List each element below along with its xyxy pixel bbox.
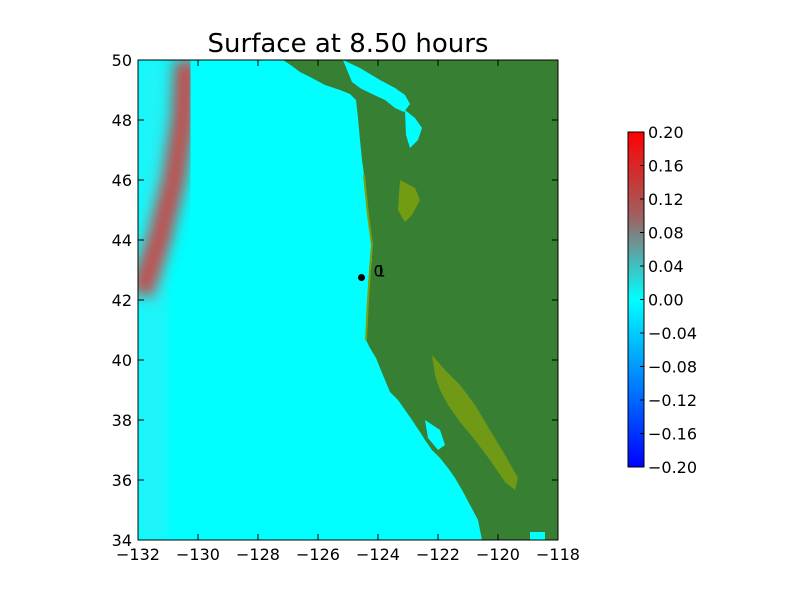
y-tick-label: 42 [112,291,132,310]
gauge-label: 1 [376,262,386,281]
y-tick-label: 34 [112,531,132,550]
x-tick-label: −122 [416,545,460,564]
puget-sound-water [343,60,410,112]
colorbar-tick-label: 0.12 [648,190,684,209]
x-tick-label: −126 [296,545,340,564]
colorbar-ticks: 0.20 0.16 0.12 0.08 0.04 0.00 −0.04 −0.08 −0.12 −… [640,123,697,477]
y-tick-label: 36 [112,471,132,490]
gauge-point [358,274,365,281]
colorbar-tick-label: 0.04 [648,257,684,276]
colorbar-tick-label: 0.20 [648,123,684,142]
colorbar-tick-label: −0.20 [648,458,697,477]
gauge-markers: 01 [358,262,386,281]
colorbar-tick-label: 0.16 [648,157,684,176]
x-tick-label: −118 [536,545,580,564]
y-tick-label: 44 [112,231,132,250]
coast-highlight [363,174,374,341]
colorbar-tick-label: −0.16 [648,425,697,444]
y-axis: 34 36 38 40 42 44 46 48 50 [112,51,558,550]
x-tick-label: −124 [356,545,400,564]
x-axis: −132 −130 −128 −126 −124 −122 −120 −118 [116,60,580,564]
y-tick-label: 46 [112,171,132,190]
x-tick-label: −132 [116,545,160,564]
chart-title: Surface at 8.50 hours [208,29,489,59]
colorbar-tick-label: 0.08 [648,224,684,243]
colorbar-tick-label: −0.12 [648,391,697,410]
colorbar-tick-label: −0.04 [648,324,697,343]
puget-sound-inlet [405,110,422,148]
x-tick-label: −120 [476,545,520,564]
y-tick-label: 40 [112,351,132,370]
land-mass [283,60,558,540]
central-valley-highlight [432,355,518,490]
colorbar-tick-label: 0.00 [648,291,684,310]
wave-front [138,60,198,298]
plot-area [138,60,558,540]
colorbar: 0.20 0.16 0.12 0.08 0.04 0.00 −0.04 −0.08 −0.12 −… [627,123,697,477]
x-tick-label: −130 [176,545,220,564]
y-tick-label: 38 [112,411,132,430]
x-tick-label: −128 [236,545,280,564]
colorbar-tick-label: −0.08 [648,358,697,377]
y-tick-label: 50 [112,51,132,70]
y-tick-label: 48 [112,111,132,130]
columbia-river-highlight [398,180,420,222]
gauge-label: 0 [374,262,384,281]
sf-bay-water [425,420,445,450]
